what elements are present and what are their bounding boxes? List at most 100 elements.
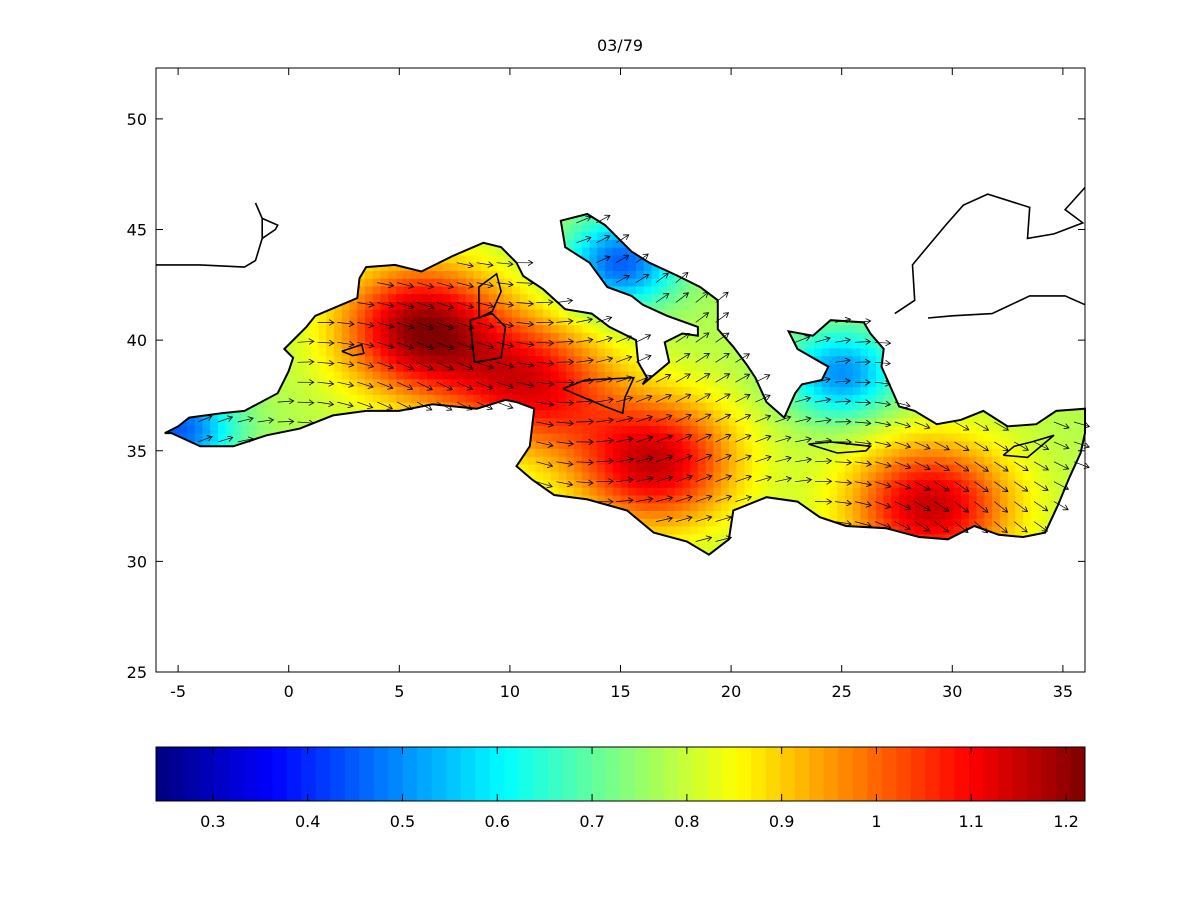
- field-cell: [357, 394, 366, 403]
- field-cell: [705, 378, 714, 388]
- field-cell: [566, 471, 575, 481]
- field-cell: [876, 402, 885, 411]
- field-cell: [852, 386, 862, 395]
- field-cell: [574, 371, 583, 380]
- field-cell: [465, 355, 474, 364]
- field-cell: [558, 394, 567, 403]
- field-cell: [372, 324, 382, 333]
- field-cell: [543, 448, 552, 457]
- field-cell: [457, 332, 467, 341]
- field-cell: [829, 340, 838, 349]
- field-cell: [674, 510, 683, 519]
- field-cell: [496, 394, 505, 403]
- field-cell: [914, 433, 923, 442]
- field-cell: [419, 309, 428, 318]
- field-cell: [814, 456, 823, 465]
- field-cell: [457, 301, 467, 310]
- field-cell: [697, 355, 707, 364]
- field-cell: [628, 471, 637, 481]
- field-cell: [295, 347, 304, 357]
- field-cell: [837, 394, 846, 403]
- field-cell: [558, 440, 567, 450]
- field-cell: [519, 301, 529, 310]
- field-cell: [868, 347, 877, 357]
- field-cell: [736, 402, 745, 411]
- field-cell: [806, 471, 815, 481]
- field-cell: [372, 386, 382, 395]
- field-cell: [550, 332, 560, 341]
- field-cell: [659, 479, 668, 488]
- field-cell: [806, 502, 815, 511]
- field-cell: [411, 309, 420, 318]
- field-cell: [690, 394, 699, 403]
- field-cell: [798, 433, 807, 442]
- field-cell: [705, 301, 714, 310]
- field-cell: [450, 301, 459, 310]
- field-cell: [876, 487, 885, 496]
- field-cell: [411, 347, 420, 357]
- field-cell: [396, 278, 405, 287]
- field-cell: [806, 448, 815, 457]
- field-cell: [272, 425, 281, 434]
- field-cell: [906, 502, 916, 511]
- field-cell: [419, 270, 428, 279]
- field-cell: [829, 347, 838, 357]
- field-cell: [728, 425, 738, 434]
- field-cell: [620, 371, 629, 380]
- field-cell: [620, 332, 629, 341]
- field-cell: [550, 378, 560, 388]
- field-cell: [256, 409, 265, 419]
- field-cell: [264, 402, 273, 411]
- field-cell: [326, 378, 335, 388]
- field-cell: [914, 464, 923, 473]
- field-cell: [612, 270, 622, 279]
- field-cell: [868, 456, 877, 465]
- field-cell: [589, 433, 598, 442]
- field-cell: [814, 340, 823, 349]
- field-cell: [179, 425, 188, 434]
- field-cell: [806, 456, 815, 465]
- field-cell: [496, 324, 505, 333]
- field-cell: [465, 293, 474, 302]
- field-cell: [845, 347, 854, 357]
- field-cell: [574, 402, 583, 411]
- field-cell: [535, 363, 544, 372]
- field-cell: [659, 518, 668, 527]
- field-cell: [519, 285, 529, 295]
- field-cell: [427, 270, 436, 279]
- field-cell: [473, 316, 482, 326]
- field-cell: [628, 440, 637, 450]
- field-cell: [690, 332, 699, 341]
- field-cell: [442, 340, 451, 349]
- field-cell: [581, 479, 591, 488]
- field-cell: [581, 340, 591, 349]
- field-cell: [852, 464, 862, 473]
- field-cell: [543, 440, 552, 450]
- field-cell: [767, 440, 776, 450]
- field-cell: [636, 378, 645, 388]
- field-cell: [597, 255, 606, 264]
- field-cell: [589, 479, 598, 488]
- field-cell: [690, 378, 699, 388]
- field-cell: [543, 417, 552, 426]
- field-cell: [868, 371, 877, 380]
- field-cell: [597, 440, 606, 450]
- field-cell: [666, 402, 676, 411]
- field-cell: [365, 386, 374, 395]
- field-cell: [845, 464, 854, 473]
- field-cell: [937, 464, 947, 473]
- field-cell: [852, 502, 862, 511]
- field-cell: [396, 316, 405, 326]
- field-cell: [334, 332, 343, 341]
- field-cell: [380, 402, 389, 411]
- field-cell: [783, 448, 792, 457]
- field-cell: [612, 340, 622, 349]
- field-cell: [922, 448, 931, 457]
- field-cell: [357, 386, 366, 395]
- field-cell: [736, 394, 745, 403]
- field-cell: [519, 278, 529, 287]
- field-cell: [783, 487, 792, 496]
- field-cell: [721, 479, 730, 488]
- field-cell: [295, 417, 304, 426]
- field-cell: [713, 371, 722, 380]
